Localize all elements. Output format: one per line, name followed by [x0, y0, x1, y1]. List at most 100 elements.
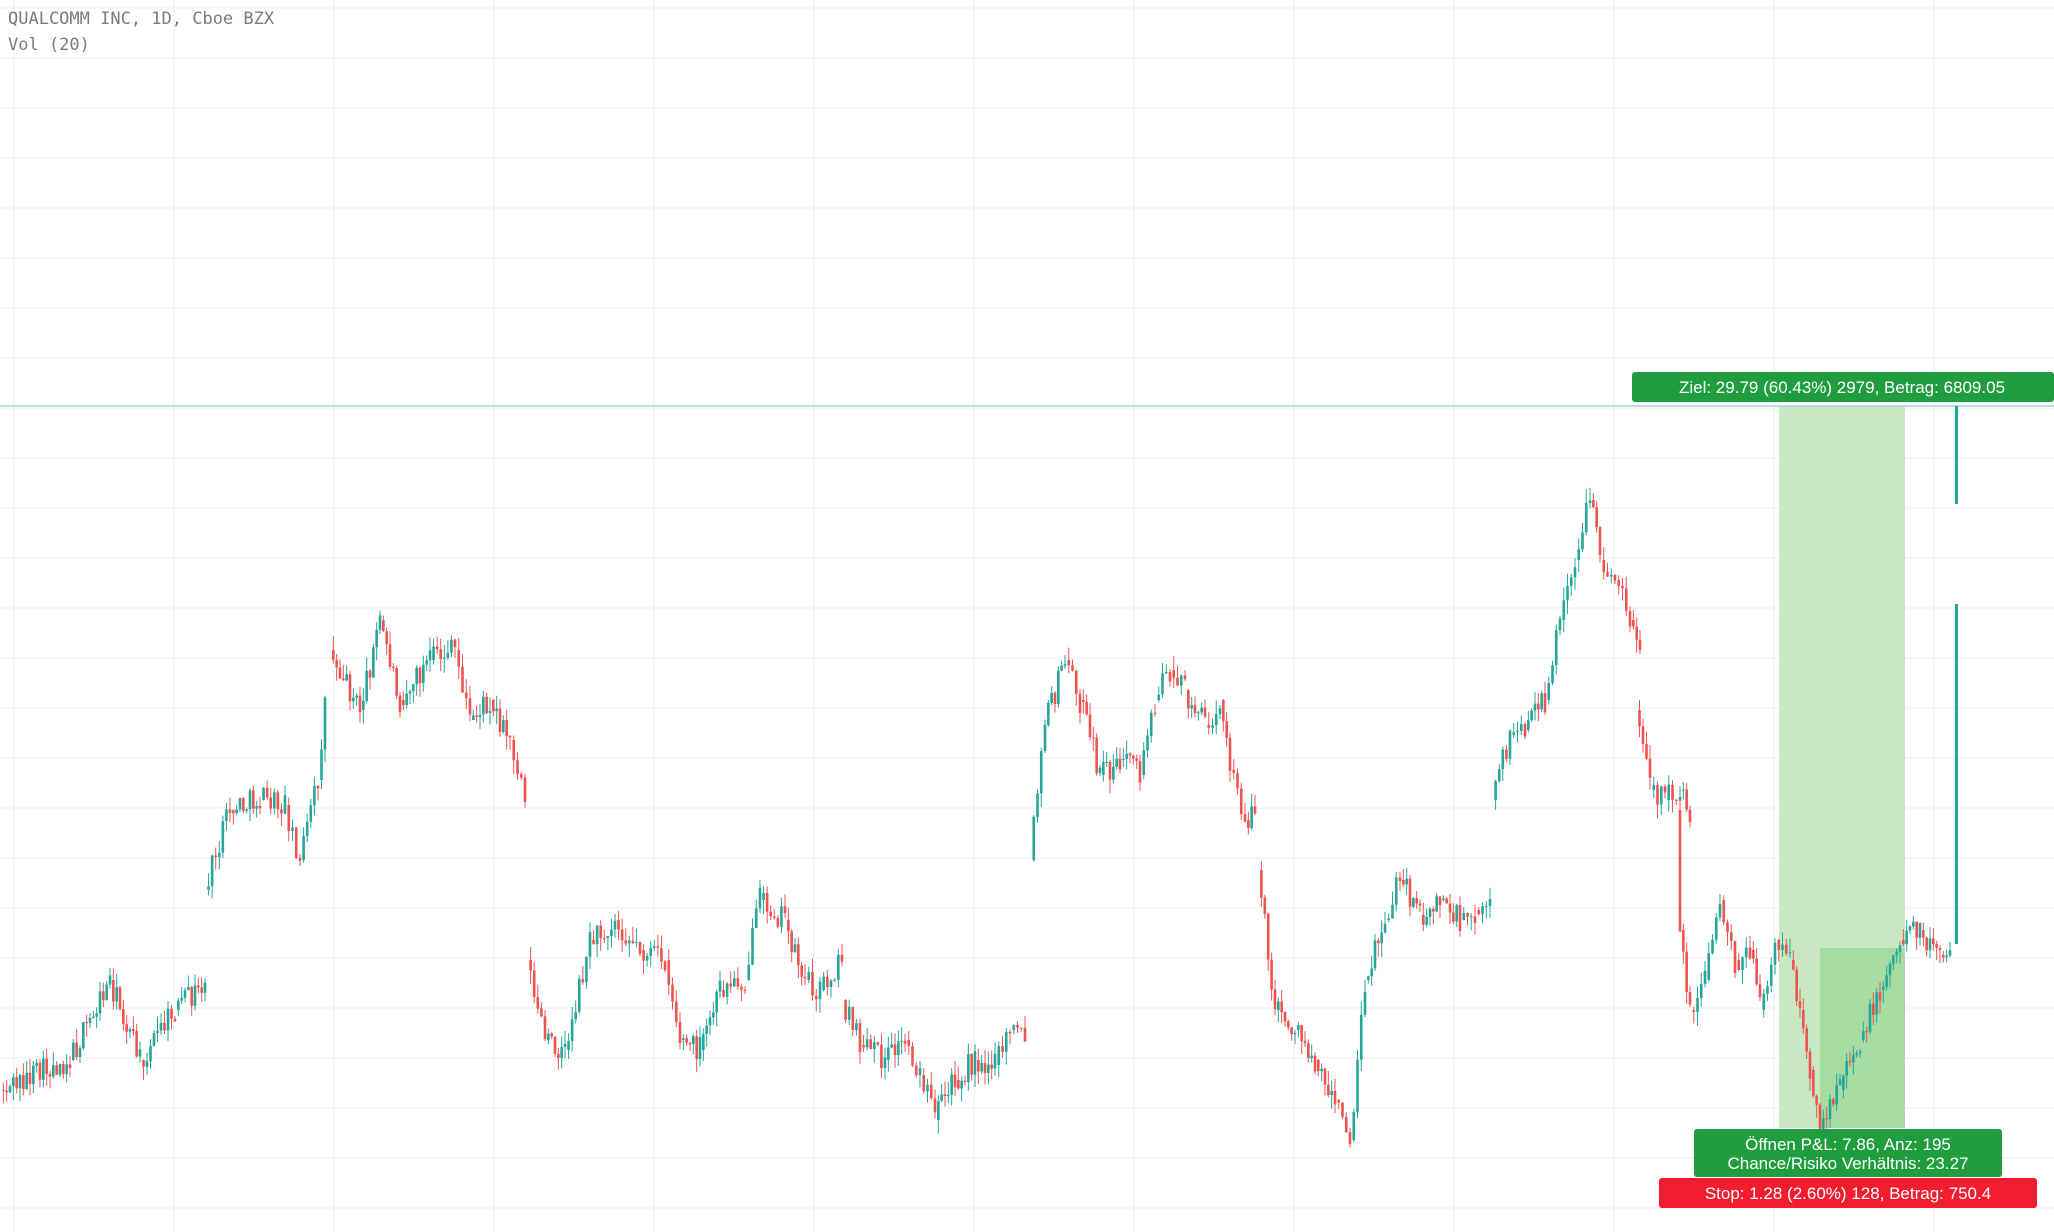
candle-body [560, 1046, 563, 1058]
candle-body [880, 1044, 883, 1068]
candle-body [1236, 772, 1239, 789]
candle-body [298, 858, 302, 861]
candle-body [1012, 1024, 1016, 1030]
candle-body [1200, 707, 1203, 713]
candle-body [567, 1040, 570, 1050]
candle-body [1128, 753, 1132, 756]
candle-body [1161, 673, 1164, 695]
candle-body [498, 708, 502, 733]
candle-body [865, 1039, 869, 1048]
candle-body [1497, 769, 1501, 782]
candle-body [1023, 1028, 1027, 1042]
candle-body [1752, 950, 1755, 959]
candle-body [1875, 992, 1878, 1015]
candle-body [1569, 577, 1573, 586]
candle-body [1882, 986, 1885, 990]
candle-body [52, 1065, 55, 1077]
candle-body [718, 980, 722, 992]
candle-body [1004, 1031, 1008, 1052]
candle-body [385, 631, 388, 645]
candle-body [1153, 712, 1157, 714]
candle-body [1092, 737, 1095, 739]
candle-body [1250, 806, 1253, 829]
target-label[interactable]: Ziel: 29.79 (60.43%) 2979, Betrag: 6809.… [1632, 372, 2054, 402]
candle-body [265, 787, 269, 798]
candle-body [1323, 1068, 1327, 1085]
candle-body [1624, 588, 1628, 611]
candle-body [245, 809, 248, 811]
candle-body [435, 646, 439, 650]
candle-body [355, 695, 358, 698]
candle-body [1157, 694, 1161, 700]
candle-body [1822, 1118, 1825, 1130]
candle-body [382, 620, 385, 632]
candle-body [1562, 600, 1566, 620]
candle-body [588, 932, 592, 957]
candle-body [1168, 672, 1172, 682]
candle-body [1391, 904, 1394, 919]
candle-body [1777, 940, 1781, 951]
candle-body [772, 916, 776, 918]
candle-body [937, 1100, 940, 1120]
candle-body [1422, 915, 1425, 925]
candle-body [313, 785, 316, 806]
candle-body [1102, 762, 1105, 775]
candle-body [837, 954, 840, 980]
candle-body [563, 1043, 567, 1047]
pnl-info-label[interactable]: Öffnen P&L: 7.86, Anz: 195 Chance/Risiko… [1694, 1129, 2002, 1177]
candle-body [1149, 712, 1153, 736]
stop-label[interactable]: Stop: 1.28 (2.60%) 128, Betrag: 750.4 [1659, 1178, 2037, 1208]
candle-body [1682, 930, 1685, 952]
candle-body [1112, 766, 1115, 780]
candle-body [595, 925, 599, 945]
candle-body [1297, 1025, 1300, 1030]
position-labels: Ziel: 29.79 (60.43%) 2979, Betrag: 6809.… [1632, 372, 2054, 1208]
candle-body [1795, 969, 1798, 1002]
candle-body [1387, 918, 1391, 920]
candle-body [55, 1065, 58, 1075]
candle-body [1455, 905, 1458, 922]
candle-body [197, 985, 200, 988]
candle-body [674, 1001, 678, 1023]
candle-body [933, 1098, 937, 1113]
candle-body [993, 1053, 997, 1069]
candle-body [1748, 947, 1752, 959]
candle-body [125, 1024, 128, 1032]
candle-body [1383, 923, 1387, 933]
candle-body [149, 1045, 152, 1062]
candle-body [1551, 665, 1554, 684]
candle-body [1922, 930, 1925, 938]
candle-body [1039, 751, 1043, 794]
candle-body [1788, 952, 1792, 954]
candle-body [1118, 758, 1122, 770]
candle-body [1685, 789, 1688, 810]
candle-body [1016, 1024, 1019, 1028]
candle-body [1344, 1117, 1348, 1133]
candle-body [478, 714, 482, 718]
candle-body [1652, 784, 1656, 790]
candle-body [876, 1042, 880, 1045]
candle-body [1598, 527, 1602, 556]
candle-body [829, 980, 833, 988]
candle-body [1784, 944, 1788, 954]
candle-body [180, 997, 183, 1001]
candle-body [953, 1074, 957, 1088]
candle-body [1415, 898, 1418, 904]
candle-body [732, 978, 736, 987]
candle-body [1359, 1014, 1363, 1060]
candle-body [1825, 1118, 1828, 1120]
candle-body [793, 944, 797, 953]
candle-body [128, 1029, 132, 1032]
candle-body [1363, 991, 1367, 1015]
candle-body [811, 972, 814, 996]
candle-body [145, 1061, 149, 1067]
candle-body [402, 700, 405, 706]
candle-body [1835, 1084, 1838, 1105]
candle-body [722, 990, 725, 997]
candle-body [1277, 1001, 1280, 1010]
candle-body [1442, 898, 1445, 900]
candle-body [1448, 903, 1452, 913]
candle-body [1523, 724, 1527, 737]
